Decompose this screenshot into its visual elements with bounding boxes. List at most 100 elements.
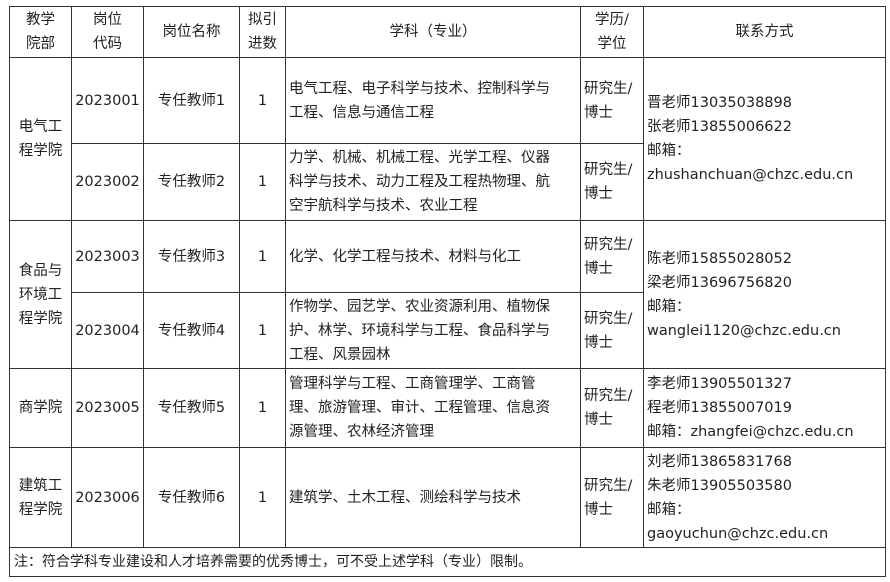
position-code-line: 2023006 bbox=[75, 489, 140, 506]
degree-line: 博士 bbox=[584, 260, 613, 277]
position-code-line: 2023001 bbox=[75, 92, 140, 109]
position-title-line: 专任教师6 bbox=[157, 489, 226, 506]
subject-line: 化学、化学工程与技术、材料与化工 bbox=[289, 248, 521, 265]
department-name-line: 环境工 bbox=[18, 286, 63, 303]
table-row: 建筑工 程学院 2023006 专任教师6 1 建筑学、土木工程、测绘科学与技术 研究生/博… bbox=[9, 447, 886, 548]
contact-line: zhushanchuan@chzc.edu.cn bbox=[647, 167, 854, 183]
position-title-line: 专任教师5 bbox=[157, 400, 226, 416]
contact-line: 张老师13855006622 bbox=[647, 119, 792, 135]
table-row: 食品与 环境工 程学院 2023003 专任教师3 1 化学、化学工程与技术、材料与化工 研究… bbox=[9, 220, 886, 369]
subject-line: 护、林学、环境科学与工程、食品科学与 bbox=[289, 322, 550, 339]
recruitment-table: 教学院部 岗位代码 岗位名称 拟引 进数 学科（专业） 学历/学位 联系方式电气工程学院 202… bbox=[9, 6, 886, 577]
hire-count-line: 1 bbox=[257, 248, 268, 265]
contact-line: wanglei1120@chzc.edu.cn bbox=[647, 322, 841, 339]
department-name: 商学院 bbox=[9, 368, 72, 448]
subject: 化学、化学工程与技术、材料与化工 bbox=[285, 220, 581, 293]
hire-count: 1 bbox=[239, 368, 286, 448]
position-title: 专任教师3 bbox=[143, 220, 240, 293]
subject-line: 科学与技术、动力工程及工程热物理、航 bbox=[289, 174, 550, 190]
header-department-line: 教学 bbox=[26, 12, 55, 28]
degree: 研究生/博士 bbox=[580, 368, 644, 448]
subject: 管理科学与工程、工商管理学、工商管 理、旅游管理、审计、工程管理、信息资 源管理、农… bbox=[285, 368, 581, 448]
subject-line: 空宇航科学与技术、农业工程 bbox=[289, 198, 478, 214]
position-code-line: 2023005 bbox=[75, 400, 140, 416]
subject-line: 源管理、农林经济管理 bbox=[289, 424, 434, 440]
position-title: 专任教师2 bbox=[143, 143, 240, 221]
note-row: 注：符合学科专业建设和人才培养需要的优秀博士，可不受上述学科（专业）限制。 bbox=[9, 547, 886, 577]
degree-line: 研究生/ bbox=[584, 310, 633, 327]
contact-line: 李老师13905501327 bbox=[647, 376, 792, 392]
header-code-line: 代码 bbox=[93, 36, 122, 52]
department-name-line: 程学院 bbox=[18, 310, 63, 327]
contact-line: 刘老师13865831768 bbox=[647, 453, 792, 470]
header-department-line: 院部 bbox=[26, 36, 55, 52]
contact-line: 邮箱：zhangfei@chzc.edu.cn bbox=[647, 424, 854, 440]
contact: 刘老师13865831768 朱老师13905503580 邮箱： gaoyuchun… bbox=[643, 447, 886, 548]
contact-line: 陈老师15855028052 bbox=[647, 250, 792, 267]
hire-count-line: 1 bbox=[257, 322, 268, 339]
degree-line: 博士 bbox=[584, 186, 613, 202]
degree-line: 研究生/ bbox=[584, 236, 633, 253]
header-count-line: 拟引 bbox=[248, 12, 277, 28]
position-code-line: 2023002 bbox=[75, 174, 140, 190]
subject-line: 工程、风景园林 bbox=[289, 346, 391, 363]
hire-count: 1 bbox=[239, 143, 286, 221]
subject-line: 电气工程、电子科学与技术、控制科学与 bbox=[289, 80, 550, 97]
department-name: 食品与 环境工 程学院 bbox=[9, 220, 72, 369]
position-title-line: 专任教师2 bbox=[157, 174, 226, 190]
hire-count: 1 bbox=[239, 292, 286, 369]
contact-line: 程老师13855007019 bbox=[647, 400, 792, 416]
contact-line: gaoyuchun@chzc.edu.cn bbox=[647, 525, 829, 542]
subject-line: 作物学、园艺学、农业资源利用、植物保 bbox=[289, 298, 550, 315]
department-name-line: 建筑工 bbox=[18, 477, 63, 494]
contact-line: 梁老师13696756820 bbox=[647, 274, 792, 291]
degree-line: 研究生/ bbox=[584, 477, 633, 494]
header-subject: 学科（专业） bbox=[285, 6, 581, 58]
department-name: 建筑工 程学院 bbox=[9, 447, 72, 548]
note: 注：符合学科专业建设和人才培养需要的优秀博士，可不受上述学科（专业）限制。 bbox=[9, 547, 886, 577]
header-degree: 学历/学位 bbox=[580, 6, 644, 58]
department-name-line: 程学院 bbox=[18, 143, 63, 159]
degree-line: 博士 bbox=[584, 334, 613, 351]
department-name-line: 食品与 bbox=[18, 262, 63, 279]
header-count: 拟引 进数 bbox=[239, 6, 286, 58]
position-code: 2023004 bbox=[71, 292, 144, 369]
department-name-line: 电气工 bbox=[18, 119, 63, 135]
contact-line: 晋老师13035038898 bbox=[647, 95, 792, 111]
contact: 李老师13905501327 程老师13855007019 邮箱：zhangfei@… bbox=[643, 368, 886, 448]
degree-line: 博士 bbox=[584, 412, 613, 428]
position-title-line: 专任教师3 bbox=[157, 248, 226, 265]
hire-count: 1 bbox=[239, 57, 286, 144]
position-title: 专任教师6 bbox=[143, 447, 240, 548]
position-title-line: 专任教师4 bbox=[157, 322, 226, 339]
header-degree-line: 学历/ bbox=[595, 12, 629, 28]
hire-count-line: 1 bbox=[257, 92, 268, 109]
header-code-line: 岗位 bbox=[93, 12, 122, 28]
header-contact: 联系方式 bbox=[643, 6, 886, 58]
position-code-line: 2023003 bbox=[75, 248, 140, 265]
hire-count: 1 bbox=[239, 447, 286, 548]
table-row: 商学院 2023005 专任教师5 1 管理科学与工程、工商管理学、工商管 理、旅游管理、… bbox=[9, 368, 886, 448]
contact: 晋老师13035038898 张老师13855006622 邮箱： zhushanch… bbox=[643, 57, 886, 221]
department-name-line: 商学院 bbox=[18, 400, 63, 416]
position-code-line: 2023004 bbox=[75, 322, 140, 339]
degree: 研究生/博士 bbox=[580, 447, 644, 548]
subject-line: 理、旅游管理、审计、工程管理、信息资 bbox=[289, 400, 550, 416]
degree: 研究生/博士 bbox=[580, 143, 644, 221]
hire-count-line: 1 bbox=[257, 400, 268, 416]
header-degree-line: 学位 bbox=[597, 36, 627, 52]
position-title-line: 专任教师1 bbox=[157, 92, 226, 109]
position-code: 2023006 bbox=[71, 447, 144, 548]
header-title: 岗位名称 bbox=[143, 6, 240, 58]
position-code: 2023001 bbox=[71, 57, 144, 144]
hire-count: 1 bbox=[239, 220, 286, 293]
position-code: 2023002 bbox=[71, 143, 144, 221]
subject-line: 管理科学与工程、工商管理学、工商管 bbox=[289, 376, 536, 392]
header-contact-line: 联系方式 bbox=[735, 24, 794, 40]
header-subject-line: 学科（专业） bbox=[389, 24, 477, 40]
hire-count-line: 1 bbox=[257, 174, 268, 190]
contact-line: 邮箱： bbox=[647, 501, 691, 518]
subject-line: 建筑学、土木工程、测绘科学与技术 bbox=[289, 489, 521, 506]
header-row: 教学院部 岗位代码 岗位名称 拟引 进数 学科（专业） 学历/学位 联系方式 bbox=[9, 6, 886, 58]
degree: 研究生/博士 bbox=[580, 57, 644, 144]
